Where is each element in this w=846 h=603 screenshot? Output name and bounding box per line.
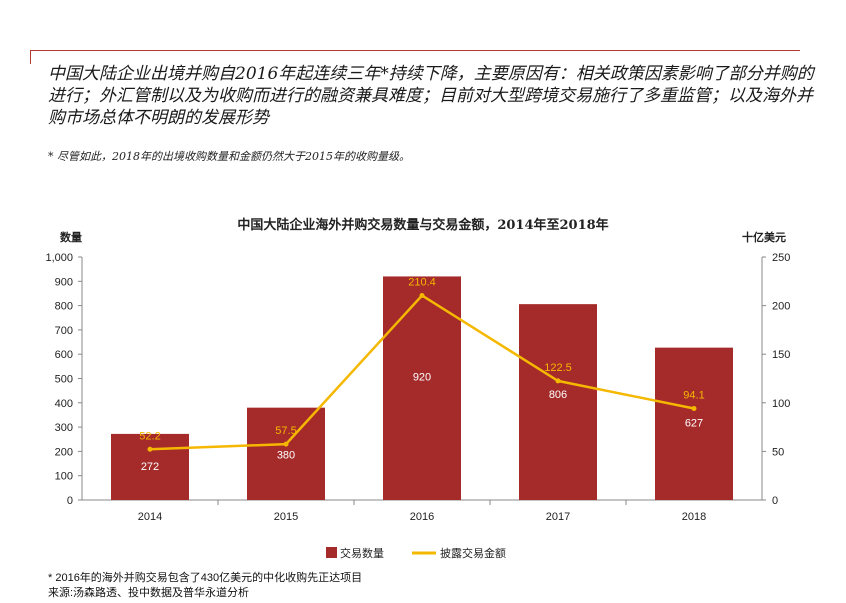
bar-value-label: 627 (685, 418, 703, 430)
line-point (555, 378, 561, 384)
legend-line-label: 披露交易金额 (440, 546, 506, 560)
bar (519, 304, 597, 500)
footnote: * 2016年的海外并购交易包含了430亿美元的中化收购先正达项目 (48, 572, 363, 584)
bar (383, 276, 461, 500)
right-tick-label: 150 (772, 349, 790, 361)
left-tick-label: 100 (55, 471, 73, 483)
left-axis-label: 数量 (60, 230, 82, 244)
bar-value-label: 272 (141, 461, 159, 473)
left-tick-label: 700 (55, 325, 73, 337)
left-tick-label: 400 (55, 398, 73, 410)
bar-value-label: 920 (413, 371, 431, 383)
line-value-label: 52.2 (139, 430, 160, 442)
line-value-label: 94.1 (683, 390, 704, 402)
left-tick-label: 300 (55, 422, 73, 434)
line-value-label: 57.5 (275, 425, 296, 437)
bar (655, 347, 733, 500)
left-tick-label: 500 (55, 374, 73, 386)
right-tick-label: 0 (772, 495, 778, 507)
right-tick-label: 50 (772, 446, 784, 458)
line-value-label: 122.5 (544, 362, 572, 374)
left-tick-label: 1,000 (45, 252, 73, 264)
right-tick-label: 200 (772, 301, 790, 313)
line-value-label: 210.4 (408, 276, 436, 288)
x-tick-label: 2016 (410, 511, 434, 523)
legend-bar-swatch (326, 547, 337, 558)
line-point (419, 292, 425, 298)
legend-bar-label: 交易数量 (340, 546, 384, 560)
line-point (691, 406, 697, 412)
bar (111, 433, 189, 500)
x-tick-label: 2015 (274, 511, 298, 523)
left-tick-label: 0 (67, 495, 73, 507)
chart-title: 中国大陆企业海外并购交易数量与交易金额，2014年至2018年 (237, 218, 609, 233)
bar (247, 407, 325, 500)
x-tick-label: 2014 (138, 511, 162, 523)
note: * 尽管如此，2018年的出境收购数量和金额仍然大于2015年的收购量级。 (48, 150, 410, 163)
top-rule-tick (30, 50, 31, 64)
source: 来源:汤森路透、投中数据及普华永道分析 (48, 587, 250, 599)
x-tick-label: 2018 (682, 511, 706, 523)
line-point (283, 441, 289, 447)
left-tick-label: 600 (55, 349, 73, 361)
top-rule (30, 50, 800, 51)
headline: 中国大陆企业出境并购自2016年起连续三年*持续下降，主要原因有：相关政策因素影… (48, 64, 814, 128)
left-tick-label: 200 (55, 446, 73, 458)
bar-value-label: 806 (549, 389, 567, 401)
left-tick-label: 900 (55, 276, 73, 288)
bar-value-label: 380 (277, 450, 295, 462)
right-tick-label: 100 (772, 398, 790, 410)
left-tick-label: 800 (55, 301, 73, 313)
right-tick-label: 250 (772, 252, 790, 264)
line-point (147, 446, 153, 452)
x-tick-label: 2017 (546, 511, 570, 523)
right-axis-label: 十亿美元 (742, 230, 786, 244)
